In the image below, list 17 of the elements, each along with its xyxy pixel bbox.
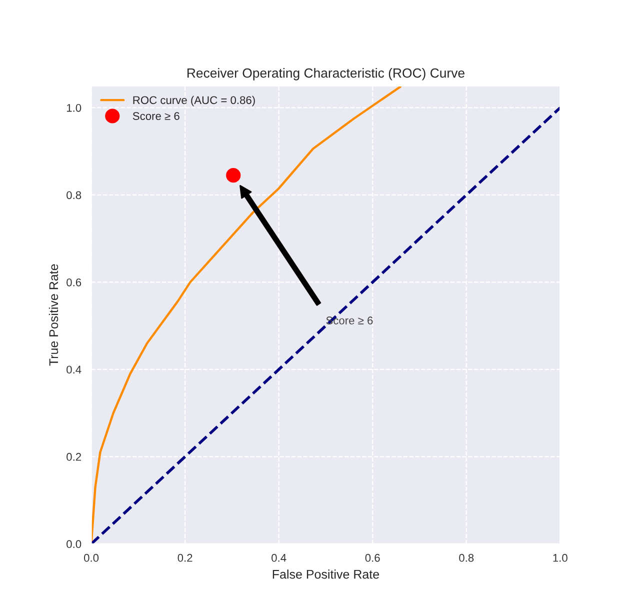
y-tick-label: 1.0 (66, 104, 82, 112)
x-tick-label: 1.0 (553, 554, 568, 562)
x-axis-title: False Positive Rate (272, 570, 380, 579)
legend-label: Score ≥ 6 (132, 112, 180, 120)
y-tick-label: 0.8 (66, 191, 82, 200)
y-tick-label: 0.4 (66, 366, 82, 374)
y-tick-label: 0.6 (66, 278, 82, 286)
y-tick-label: 0.0 (66, 540, 82, 548)
x-tick-label: 0.0 (84, 554, 99, 562)
y-tick-label: 0.2 (66, 452, 82, 461)
x-tick-label: 0.2 (178, 554, 192, 562)
legend-label: ROC curve (AUC = 0.86) (133, 96, 255, 106)
x-tick-label: 0.6 (365, 554, 380, 562)
x-tick-label: 0.4 (272, 554, 286, 562)
y-axis-title: True Positive Rate (48, 264, 58, 366)
chart-title: Receiver Operating Characteristic (ROC) Curve (187, 68, 464, 80)
x-tick-label: 0.8 (459, 554, 474, 562)
